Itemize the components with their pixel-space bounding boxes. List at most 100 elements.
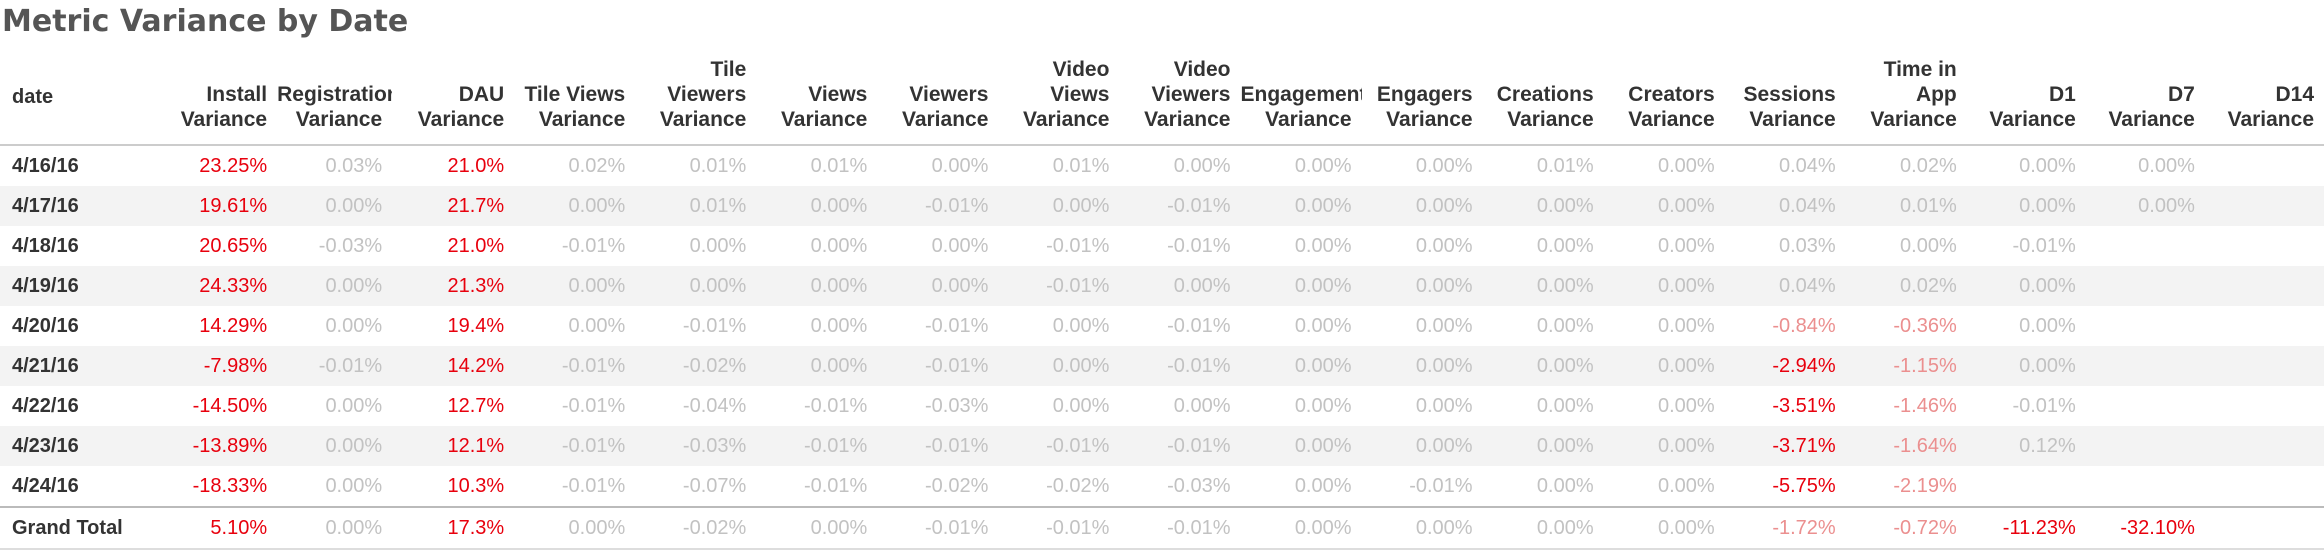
grand-total-row[interactable]: Grand Total 5.10% 0.00% 17.3% 0.00% -0.02% 0.0… xyxy=(0,506,2324,550)
cell-creators: 0.00% xyxy=(1657,234,1715,257)
total-d14 xyxy=(2204,506,2324,550)
cell-views: 0.00% xyxy=(810,314,868,337)
total-registration: 0.00% xyxy=(277,506,393,550)
cell-engagements: 0.00% xyxy=(1294,394,1352,417)
column-header-install-variance[interactable]: Install Variance xyxy=(180,83,268,131)
cell-video-viewers: -0.01% xyxy=(1167,314,1231,337)
cell-viewers: 0.00% xyxy=(877,144,999,186)
column-header-time-in-app-variance[interactable]: Time in App Variance xyxy=(1870,58,1957,131)
column-header-creators-variance[interactable]: Creators Variance xyxy=(1628,83,1715,131)
table-row[interactable]: 4/22/16 -14.50% 0.00% 12.7% -0.01% -0.04% -0.0… xyxy=(0,386,2324,426)
cell-sessions: 0.04% xyxy=(1724,144,1846,186)
column-header-tile-viewers-variance[interactable]: Tile Viewers Variance xyxy=(659,58,747,131)
cell-creators: 0.00% xyxy=(1657,314,1715,337)
cell-viewers: -0.01% xyxy=(925,314,989,337)
column-header-tile-views-variance[interactable]: Tile Views Variance xyxy=(524,83,626,131)
cell-d7: 0.00% xyxy=(2085,144,2205,186)
column-header-creations-variance[interactable]: Creations Variance xyxy=(1496,83,1594,131)
table-row[interactable]: 4/18/16 20.65% -0.03% 21.0% -0.01% 0.00% 0.00%… xyxy=(0,226,2324,266)
column-header-engagers-variance[interactable]: Engagers Variance xyxy=(1376,83,1473,131)
column-header-d7-variance[interactable]: D7 Variance xyxy=(2108,83,2195,131)
column-header-video-viewers-variance[interactable]: Video Viewers Variance xyxy=(1144,58,1231,131)
cell-registration: 0.00% xyxy=(325,394,383,417)
cell-engagers: 0.00% xyxy=(1415,314,1473,337)
cell-sessions: -3.51% xyxy=(1772,394,1836,417)
cell-views: 0.00% xyxy=(756,346,878,386)
cell-install: 24.33% xyxy=(155,266,278,306)
cell-d7 xyxy=(2085,266,2205,306)
row-date: 4/18/16 xyxy=(12,234,79,257)
cell-install: -18.33% xyxy=(192,474,268,497)
cell-registration: 0.00% xyxy=(277,266,393,306)
column-header-d14-variance[interactable]: D14 Variance xyxy=(2227,83,2314,131)
column-header-views-variance[interactable]: Views Variance xyxy=(780,83,868,131)
cell-registration: 0.00% xyxy=(277,426,393,466)
cell-engagers: 0.00% xyxy=(1415,234,1473,257)
table-row[interactable]: 4/19/16 24.33% 0.00% 21.3% 0.00% 0.00% 0.00% 0.… xyxy=(0,266,2324,306)
cell-d1: 0.12% xyxy=(1966,426,2086,466)
cell-tile-viewers: 0.01% xyxy=(635,186,757,226)
table-row[interactable]: 4/16/16 23.25% 0.03% 21.0% 0.02% 0.01% 0.01% 0.… xyxy=(0,144,2324,186)
cell-d14 xyxy=(2205,306,2324,346)
cell-creations: 0.00% xyxy=(1536,474,1594,497)
cell-tile-views: -0.01% xyxy=(514,426,636,466)
cell-viewers: 0.00% xyxy=(877,266,999,306)
column-header-d1-variance[interactable]: D1 Variance xyxy=(1989,83,2076,131)
cell-viewers: -0.02% xyxy=(925,474,989,497)
cell-creations: 0.00% xyxy=(1536,314,1594,337)
cell-tile-viewers: -0.02% xyxy=(635,346,757,386)
table-row[interactable]: 4/20/16 14.29% 0.00% 19.4% 0.00% -0.01% 0.00% -… xyxy=(0,306,2324,346)
cell-video-views: -0.02% xyxy=(1046,474,1110,497)
cell-d14 xyxy=(2204,426,2324,466)
cell-registration: 0.03% xyxy=(277,144,393,186)
cell-creations: 0.01% xyxy=(1482,144,1604,186)
cell-d14 xyxy=(2205,226,2324,266)
cell-tile-viewers: -0.03% xyxy=(635,426,757,466)
cell-sessions: 0.04% xyxy=(1724,266,1846,306)
column-header-dau-variance[interactable]: DAU Variance xyxy=(417,83,505,131)
cell-tile-views: 0.00% xyxy=(568,314,626,337)
cell-engagers: 0.00% xyxy=(1361,144,1483,186)
cell-time-in-app: -1.64% xyxy=(1845,426,1967,466)
cell-dau: 19.4% xyxy=(447,314,505,337)
cell-d14 xyxy=(2204,266,2324,306)
cell-install: -7.98% xyxy=(155,346,278,386)
cell-registration: 0.00% xyxy=(325,314,383,337)
cell-engagements: 0.00% xyxy=(1240,426,1362,466)
cell-d1: 0.00% xyxy=(1966,186,2086,226)
row-date: 4/22/16 xyxy=(12,394,79,417)
column-header-registration-variance[interactable]: Registration Variance xyxy=(277,83,393,131)
column-header-viewers-variance[interactable]: Viewers Variance xyxy=(901,83,989,131)
cell-creators: 0.00% xyxy=(1603,346,1725,386)
row-date: 4/19/16 xyxy=(0,266,156,306)
cell-viewers: 0.00% xyxy=(931,234,989,257)
cell-creators: 0.00% xyxy=(1603,266,1725,306)
row-date: 4/23/16 xyxy=(0,426,156,466)
cell-engagements: 0.00% xyxy=(1294,474,1352,497)
table-row[interactable]: 4/23/16 -13.89% 0.00% 12.1% -0.01% -0.03% -0.0… xyxy=(0,426,2324,466)
cell-install: -14.50% xyxy=(192,394,268,417)
cell-video-views: 0.00% xyxy=(1052,394,1110,417)
cell-install: 20.65% xyxy=(199,234,268,257)
cell-creations: 0.00% xyxy=(1482,266,1604,306)
total-views: 0.00% xyxy=(756,506,878,550)
cell-video-viewers: 0.00% xyxy=(1119,144,1241,186)
row-date: 4/16/16 xyxy=(0,144,156,186)
table-row[interactable]: 4/24/16 -18.33% 0.00% 10.3% -0.01% -0.07% -0.0… xyxy=(0,466,2324,507)
table-row[interactable]: 4/17/16 19.61% 0.00% 21.7% 0.00% 0.01% 0.00% -0… xyxy=(0,186,2324,226)
cell-views: 0.00% xyxy=(756,186,878,226)
cell-video-viewers: -0.01% xyxy=(1119,186,1241,226)
cell-creations: 0.00% xyxy=(1482,346,1604,386)
cell-d14 xyxy=(2204,346,2324,386)
total-sessions: -1.72% xyxy=(1724,506,1846,550)
column-header-date[interactable]: date xyxy=(12,85,54,108)
column-header-video-views-variance[interactable]: Video Views Variance xyxy=(1023,58,1110,131)
column-header-sessions-variance[interactable]: Sessions Variance xyxy=(1743,83,1836,131)
cell-creators: 0.00% xyxy=(1657,394,1715,417)
cell-time-in-app: 0.00% xyxy=(1900,234,1957,257)
table-row[interactable]: 4/21/16 -7.98% -0.01% 14.2% -0.01% -0.02% 0.00… xyxy=(0,346,2324,386)
cell-tile-views: 0.00% xyxy=(514,266,636,306)
cell-video-viewers: -0.03% xyxy=(1167,474,1231,497)
column-header-engagements-variance[interactable]: Engagements Variance xyxy=(1240,83,1361,131)
cell-d1: 0.00% xyxy=(2019,314,2076,337)
